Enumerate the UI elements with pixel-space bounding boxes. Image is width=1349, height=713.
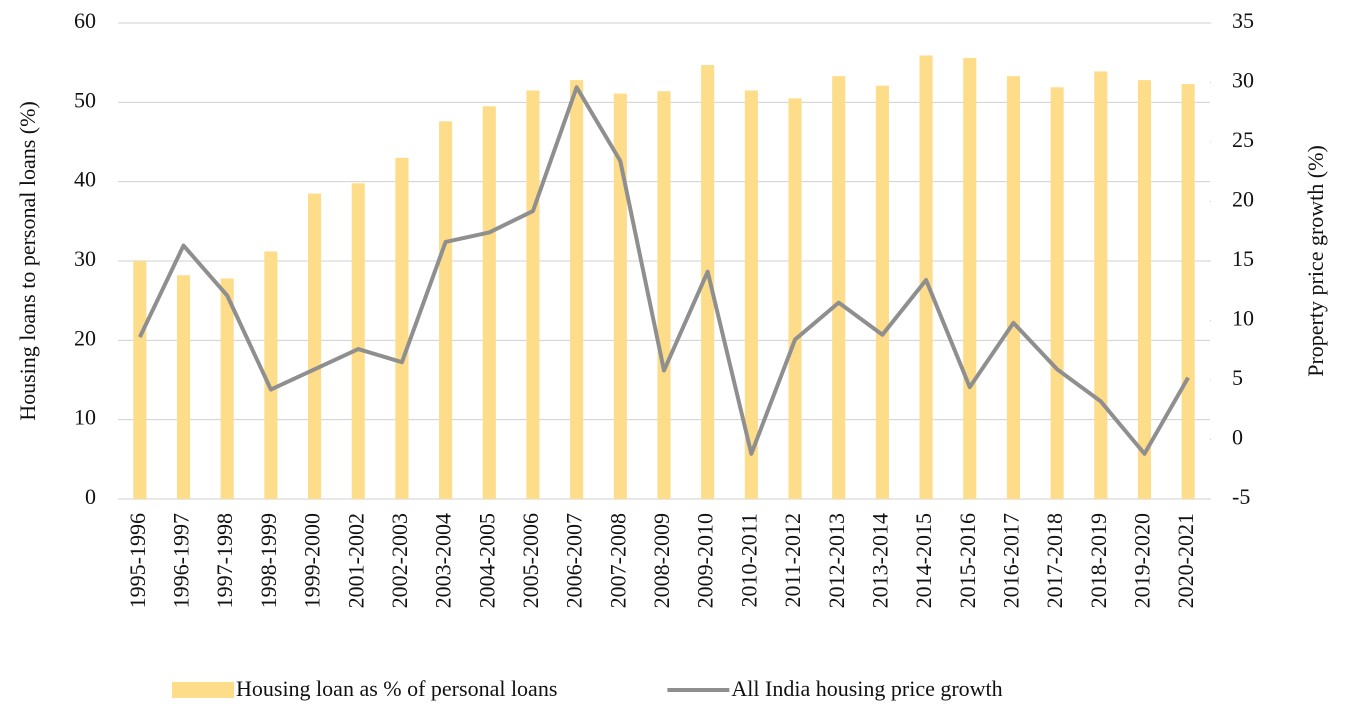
y2-tick-label: 30 — [1232, 68, 1254, 93]
bar — [875, 85, 889, 499]
y2-tick-label: 5 — [1232, 365, 1243, 390]
y2-tick-label: 20 — [1232, 187, 1254, 212]
bar — [264, 251, 278, 499]
y-tick-label: 20 — [74, 325, 96, 350]
y2-tick-label: 35 — [1232, 8, 1254, 33]
bar — [788, 98, 802, 499]
line — [138, 85, 1190, 456]
x-tick-label: 2008-2009 — [649, 513, 674, 608]
x-tick-label: 2006-2007 — [562, 513, 587, 608]
bar — [744, 90, 758, 499]
bar — [395, 157, 409, 499]
x-tick-label: 2010-2011 — [736, 513, 761, 608]
bar — [963, 57, 977, 499]
y-tick-label: 30 — [74, 246, 96, 271]
x-tick-label: 2019-2020 — [1130, 513, 1155, 608]
bar — [351, 183, 365, 499]
bar — [482, 106, 496, 500]
x-tick-label: 1998-1999 — [256, 513, 281, 608]
y2-tick-label: 10 — [1232, 306, 1254, 331]
y2-tick-label: 0 — [1232, 425, 1243, 450]
bar — [1137, 80, 1152, 500]
legend-label: Housing loan as % of personal loans — [236, 676, 557, 701]
x-tick-label: 2007-2008 — [605, 513, 630, 608]
x-tick-label: 1999-2000 — [300, 513, 325, 608]
x-tick-label: 2018-2019 — [1086, 513, 1111, 608]
x-tick-label: 2005-2006 — [518, 513, 543, 608]
y-axis-title: Housing loans to personal loans (%) — [15, 101, 40, 421]
x-tick-label: 2011-2012 — [780, 513, 805, 608]
y-tick-label: 10 — [74, 405, 96, 430]
x-tick-label: 2002-2003 — [387, 513, 412, 608]
bar — [613, 93, 627, 500]
bar — [701, 65, 715, 500]
bar — [832, 76, 846, 500]
bar — [133, 261, 147, 499]
y2-tick-label: 15 — [1232, 246, 1254, 271]
y-tick-label: 0 — [85, 484, 96, 509]
bar — [1094, 71, 1108, 499]
x-tick-label: 2014-2015 — [911, 513, 936, 608]
y-tick-label: 50 — [74, 87, 96, 112]
bar — [308, 193, 322, 500]
x-tick-label: 1996-1997 — [169, 513, 194, 608]
bar — [570, 80, 584, 500]
y2-axis-title: Property price growth (%) — [1303, 145, 1328, 377]
y2-tick-label: -5 — [1232, 484, 1250, 509]
legend-label: All India housing price growth — [731, 676, 1002, 701]
bar — [657, 91, 671, 499]
x-tick-label: 2001-2002 — [343, 513, 368, 608]
bar — [176, 275, 191, 499]
x-tick-label: 2020-2021 — [1173, 513, 1198, 608]
x-tick-label: 2013-2014 — [867, 513, 892, 608]
x-tick-label: 2003-2004 — [431, 513, 456, 608]
x-tick-label: 1995-1996 — [125, 513, 150, 608]
bar — [439, 121, 453, 499]
bar — [919, 55, 933, 499]
x-tick-label: 2009-2010 — [693, 513, 718, 608]
x-tick-label: 2015-2016 — [955, 513, 980, 608]
y-tick-label: 60 — [74, 8, 96, 33]
x-tick-label: 2004-2005 — [474, 513, 499, 608]
y2-tick-label: 25 — [1232, 127, 1254, 152]
bar — [1006, 76, 1020, 500]
bar — [1181, 84, 1195, 499]
bar — [1050, 87, 1064, 499]
bar — [220, 278, 234, 499]
x-tick-label: 2012-2013 — [824, 513, 849, 608]
bar — [526, 90, 540, 499]
x-tick-label: 2016-2017 — [998, 513, 1023, 608]
legend-swatch — [172, 682, 234, 698]
y-tick-label: 40 — [74, 167, 96, 192]
x-tick-label: 2017-2018 — [1042, 513, 1067, 608]
x-tick-label: 1997-1998 — [212, 513, 237, 608]
